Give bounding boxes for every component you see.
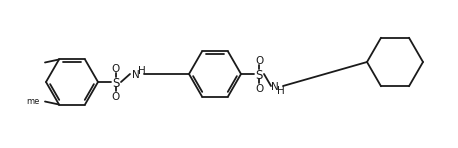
- Text: H: H: [138, 66, 146, 76]
- Text: O: O: [255, 84, 263, 94]
- Text: H: H: [277, 86, 285, 96]
- Text: me: me: [27, 97, 40, 106]
- Text: S: S: [255, 69, 263, 82]
- Text: S: S: [112, 77, 120, 90]
- Text: O: O: [255, 56, 263, 66]
- Text: N: N: [271, 82, 279, 92]
- Text: O: O: [112, 64, 120, 74]
- Text: N: N: [132, 70, 140, 80]
- Text: O: O: [112, 92, 120, 102]
